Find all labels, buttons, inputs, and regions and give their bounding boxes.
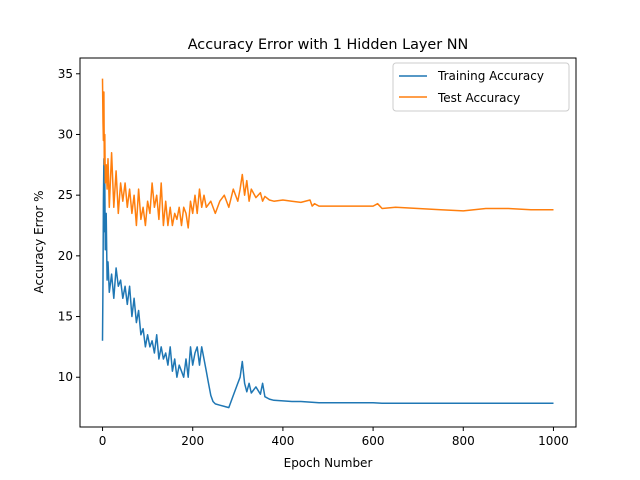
x-tick-label: 600: [362, 434, 385, 448]
y-tick-label: 20: [58, 249, 73, 263]
x-tick-label: 0: [99, 434, 107, 448]
y-tick-label: 25: [58, 188, 73, 202]
x-tick-label: 800: [452, 434, 475, 448]
y-tick-label: 10: [58, 370, 73, 384]
x-axis: 0 200 400 600 800 1000: [99, 427, 569, 448]
legend-label-test: Test Accuracy: [437, 91, 520, 105]
y-axis: 10 15 20 25 30 35: [58, 67, 80, 384]
chart-title: Accuracy Error with 1 Hidden Layer NN: [188, 37, 469, 53]
x-tick-label: 1000: [538, 434, 569, 448]
plot-frame: [79, 57, 577, 428]
y-tick-label: 35: [58, 67, 73, 81]
legend-box: [392, 62, 570, 112]
y-tick-label: 15: [58, 310, 73, 324]
x-tick-label: 200: [181, 434, 204, 448]
x-axis-title: Epoch Number: [284, 456, 373, 470]
y-tick-label: 30: [58, 127, 73, 141]
legend: Training Accuracy Test Accuracy: [392, 62, 570, 112]
x-tick-label: 400: [271, 434, 294, 448]
legend-label-training: Training Accuracy: [437, 69, 544, 83]
series-line-training-accuracy: [101, 157, 554, 409]
series-line-test-accuracy: [101, 78, 554, 229]
series-layer: [101, 78, 554, 409]
y-axis-title: Accuracy Error %: [32, 190, 46, 293]
